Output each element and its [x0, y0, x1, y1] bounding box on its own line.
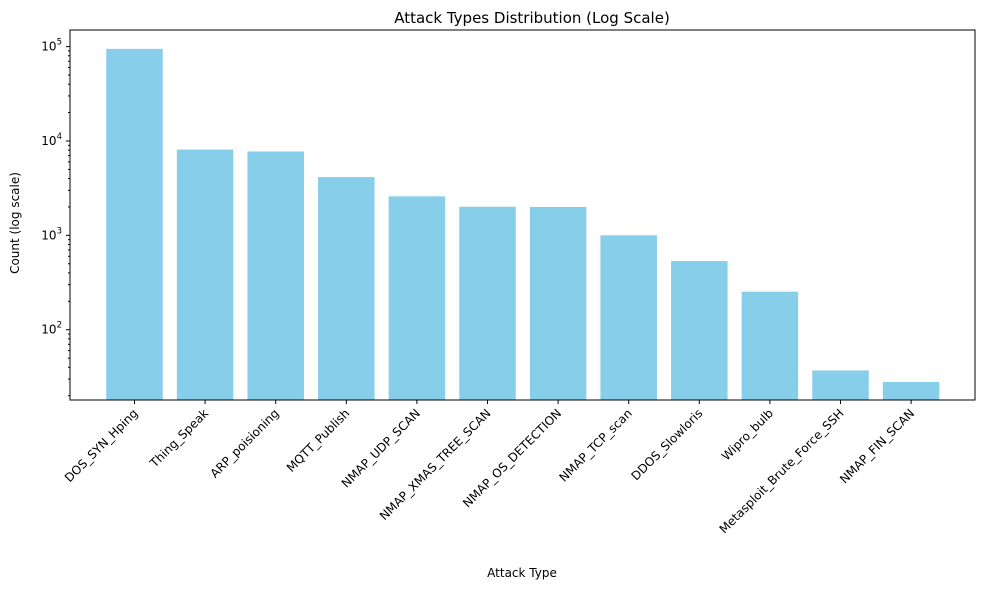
y-axis-label: Count (log scale)	[8, 172, 22, 274]
bar-nmap-os-detection	[529, 206, 587, 400]
bar-metasploit-brute-force-ssh	[812, 370, 869, 400]
x-tick-label: Wipro_bulb	[719, 406, 776, 463]
x-tick-label: Metasploit_Brute_Force_SSH	[717, 406, 847, 536]
y-tick-exponent: 4	[57, 132, 62, 142]
x-tick-label: Thing_Speak	[147, 406, 212, 471]
bar-dos-syn-hping	[106, 48, 163, 401]
x-tick-label: MQTT_Publish	[284, 406, 353, 475]
plot-frame	[69, 29, 976, 401]
y-tick-exponent: 3	[57, 226, 62, 236]
y-tick-base: 10	[41, 323, 56, 337]
y-tick-label: 105	[41, 38, 62, 54]
y-tick-base: 10	[41, 134, 56, 148]
bar-wipro-bulb	[741, 291, 799, 400]
y-tick-label: 103	[41, 226, 62, 242]
bar-nmap-xmas-tree-scan	[459, 206, 516, 400]
x-axis-label: Attack Type	[487, 566, 557, 580]
y-tick-exponent: 2	[57, 321, 62, 331]
bar-nmap-fin-scan	[882, 381, 940, 400]
x-tick-label: DOS_SYN_Hping	[62, 406, 141, 485]
y-tick-exponent: 5	[57, 38, 62, 48]
x-tick-label: NMAP_UDP_SCAN	[339, 406, 423, 490]
x-tick-label: NMAP_TCP_scan	[556, 406, 634, 484]
y-tick-base: 10	[41, 40, 56, 54]
bars-group	[106, 48, 940, 401]
bar-mqtt-publish	[318, 177, 375, 400]
bar-thing-speak	[176, 149, 234, 400]
bar-nmap-tcp-scan	[600, 235, 657, 400]
y-tick-base: 10	[41, 228, 56, 242]
bar-nmap-udp-scan	[388, 196, 446, 400]
bar-ddos-slowloris	[671, 261, 728, 400]
bar-arp-poisioning	[247, 151, 304, 400]
x-tick-label: DDOS_Slowloris	[628, 406, 705, 483]
x-tick-label: ARP_poisioning	[207, 406, 281, 480]
x-tick-label: NMAP_FIN_SCAN	[837, 406, 917, 486]
chart-title: Attack Types Distribution (Log Scale)	[394, 9, 670, 27]
y-tick-label: 102	[41, 321, 62, 337]
y-tick-label: 104	[41, 132, 62, 148]
